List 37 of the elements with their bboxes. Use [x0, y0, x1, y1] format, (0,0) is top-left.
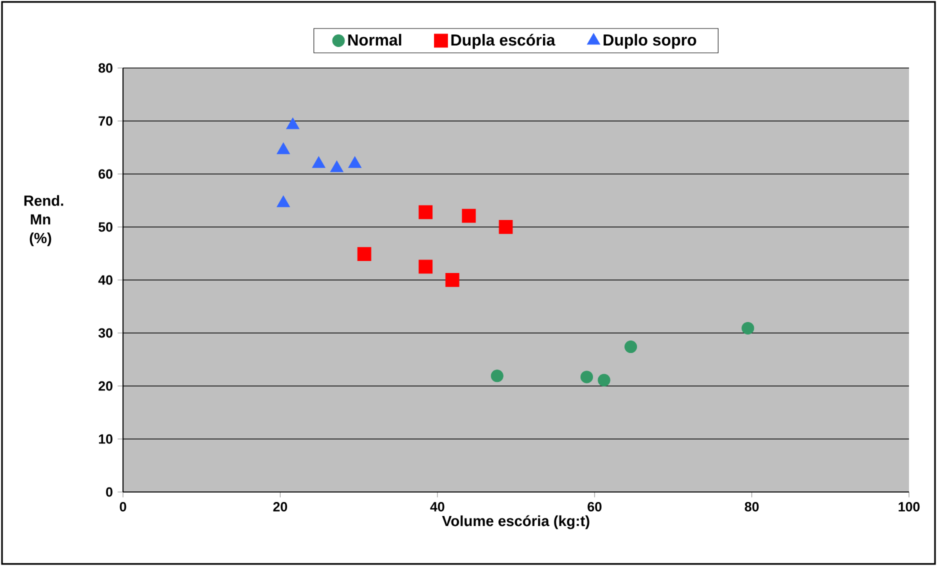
y-tick-label: 70	[98, 116, 112, 126]
legend-label: Normal	[348, 34, 402, 46]
legend-label: Duplo sopro	[604, 34, 696, 49]
point	[330, 160, 344, 172]
y-tick-label: 40	[98, 275, 112, 285]
point	[462, 208, 476, 223]
x-tick-label: 40	[430, 502, 444, 512]
y-tick-label: 0	[106, 487, 112, 497]
point	[742, 322, 754, 334]
point	[580, 370, 594, 384]
point	[286, 118, 300, 130]
point	[348, 156, 362, 168]
point	[490, 370, 504, 382]
x-tick-label: 20	[273, 502, 288, 512]
point	[312, 156, 326, 168]
point	[445, 273, 460, 287]
legend-label: Dupla escória	[451, 34, 556, 49]
point	[624, 340, 638, 354]
x-tick-label: 0	[120, 502, 126, 512]
x-axis-title: Volume escória (kg:t)	[442, 515, 590, 530]
y-tick-label: 30	[98, 328, 112, 338]
x-tick-label: 100	[898, 502, 920, 512]
y-tick-label: 80	[98, 63, 112, 73]
point	[418, 205, 433, 220]
y-tick-label: 60	[98, 169, 112, 179]
point	[498, 220, 513, 234]
y-tick-label: 20	[98, 381, 112, 391]
x-tick-label: 60	[588, 502, 602, 512]
point	[276, 142, 290, 154]
point	[276, 196, 290, 208]
point	[418, 260, 433, 274]
y-axis-title: Rend. Mn (%)	[24, 195, 64, 246]
y-tick-label: 50	[98, 222, 112, 232]
point	[598, 374, 610, 386]
x-tick-label: 80	[744, 502, 759, 512]
point	[357, 247, 372, 261]
y-tick-label: 10	[98, 434, 112, 444]
